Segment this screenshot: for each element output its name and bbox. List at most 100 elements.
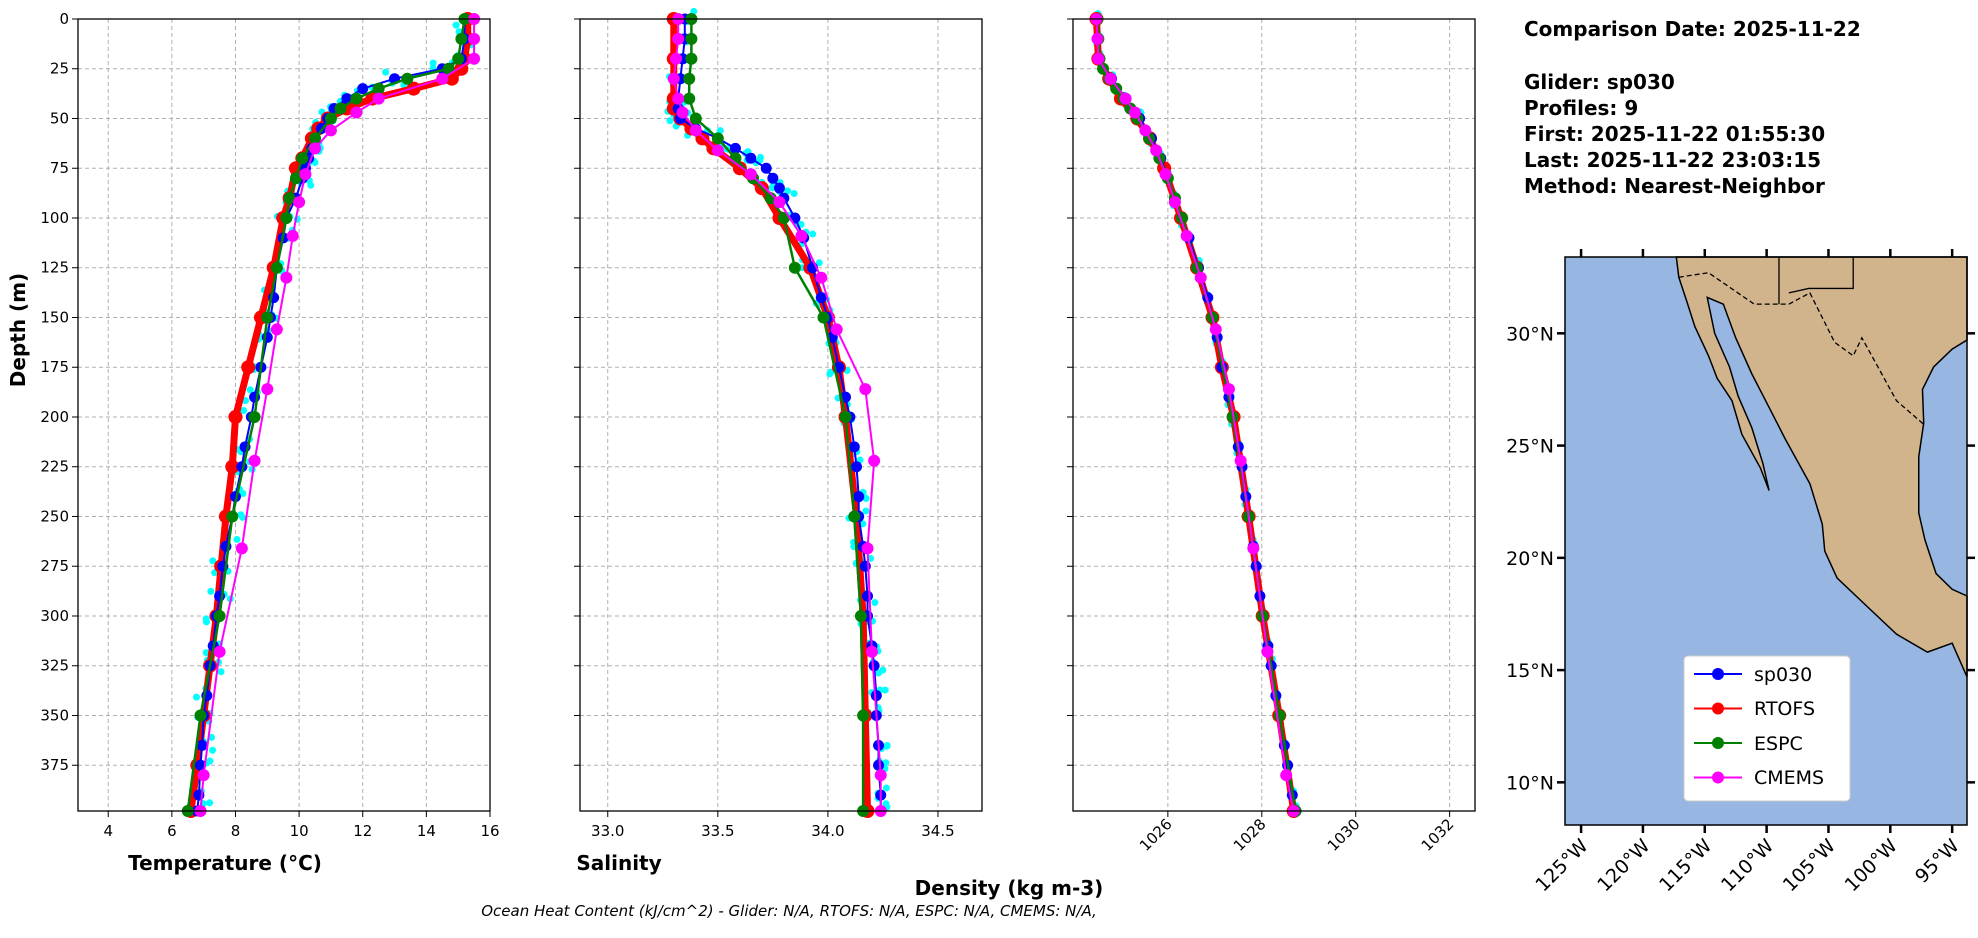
- data-point-cmems: [667, 72, 680, 85]
- data-point-cmems: [1180, 229, 1193, 242]
- data-point-cmems: [868, 454, 881, 467]
- data-point-espc: [296, 152, 309, 165]
- data-point-espc: [261, 311, 274, 324]
- data-point-cmems: [436, 72, 449, 85]
- series-line-espc: [1096, 18, 1297, 812]
- data-point-cmems: [1139, 124, 1152, 137]
- data-point-cmems: [795, 229, 808, 242]
- glider-name: Glider: sp030: [1524, 70, 1675, 94]
- legend-marker-rtofs: [1712, 702, 1724, 715]
- raw-glider-point: [209, 746, 217, 754]
- data-point-sp030: [851, 461, 863, 473]
- data-point-cmems: [1247, 542, 1260, 555]
- data-point-cmems: [672, 32, 685, 45]
- data-point-espc: [817, 311, 830, 324]
- raw-glider-point: [809, 230, 817, 238]
- y-tick-label: 300: [40, 607, 69, 625]
- raw-glider-point: [784, 187, 792, 195]
- legend: sp030 RTOFS ESPC CMEMS: [1683, 655, 1851, 802]
- data-point-espc: [324, 112, 337, 125]
- data-point-espc: [248, 410, 261, 423]
- raw-glider-point: [238, 513, 246, 521]
- y-tick-label: 75: [50, 159, 69, 177]
- x-tick-label: 1026: [1136, 815, 1176, 855]
- map-lon-label: 95°W: [1911, 835, 1964, 888]
- raw-glider-point: [202, 615, 210, 623]
- raw-glider-point: [246, 386, 254, 394]
- data-point-espc: [1273, 709, 1286, 722]
- data-point-espc: [455, 32, 468, 45]
- data-point-cmems: [1222, 383, 1235, 396]
- data-point-cmems: [865, 645, 878, 658]
- x-tick-label: 1028: [1230, 815, 1270, 855]
- data-point-cmems: [830, 323, 843, 336]
- data-point-espc: [226, 510, 239, 523]
- data-point-cmems: [324, 124, 337, 137]
- raw-glider-point: [882, 759, 890, 767]
- data-point-sp030: [870, 690, 882, 702]
- map-lon-label: 115°W: [1655, 835, 1716, 896]
- data-point-sp030: [341, 93, 353, 105]
- x-tick-label: 34.5: [921, 822, 954, 840]
- raw-glider-point: [208, 733, 216, 741]
- raw-glider-point: [240, 407, 248, 415]
- raw-glider-point: [206, 799, 214, 807]
- x-tick-label: 14: [417, 822, 436, 840]
- data-point-cmems: [197, 769, 210, 782]
- raw-glider-point: [429, 59, 437, 67]
- data-point-cmems: [350, 106, 363, 119]
- comparison-date: Comparison Date: 2025-11-22: [1524, 17, 1861, 41]
- data-point-espc: [839, 410, 852, 423]
- y-tick-label: 225: [40, 458, 69, 476]
- data-point-espc: [685, 32, 698, 45]
- legend-marker-espc: [1712, 737, 1724, 749]
- map-lon-label: 110°W: [1717, 835, 1778, 896]
- y-tick-label: 0: [59, 10, 69, 28]
- raw-glider-point: [209, 557, 217, 565]
- map-lat-label: 25°N: [1506, 436, 1554, 458]
- series-line-cmems: [1095, 18, 1295, 812]
- data-point-cmems: [689, 124, 702, 137]
- y-tick-label: 100: [40, 209, 69, 227]
- data-point-cmems: [286, 229, 299, 242]
- x-tick-label: 8: [231, 822, 241, 840]
- data-point-sp030: [767, 172, 779, 184]
- data-point-sp030: [873, 759, 885, 771]
- axes-frame: [1072, 18, 1476, 812]
- raw-glider-point: [815, 259, 823, 267]
- raw-glider-point: [666, 117, 674, 125]
- raw-glider-point: [882, 800, 890, 808]
- data-point-cmems: [744, 168, 757, 181]
- location-map: 125°W 120°W 115°W 110°W 105°W 100°W 95°W 30°N 25…: [1506, 249, 1975, 896]
- data-point-cmems: [711, 144, 724, 157]
- first-time: First: 2025-11-22 01:55:30: [1524, 122, 1825, 146]
- data-point-espc: [309, 132, 322, 145]
- data-point-cmems: [468, 32, 481, 45]
- raw-glider-point: [882, 784, 890, 792]
- map-lat-label: 30°N: [1506, 323, 1554, 345]
- x-tick-label: 12: [353, 822, 372, 840]
- data-point-cmems: [1091, 32, 1104, 45]
- raw-glider-point: [382, 68, 390, 76]
- data-point-cmems: [874, 769, 887, 782]
- x-tick-label: 1032: [1418, 815, 1458, 855]
- data-point-cmems: [1168, 196, 1181, 209]
- y-tick-label: 250: [40, 507, 69, 525]
- data-point-espc: [283, 192, 296, 205]
- data-point-espc: [194, 709, 207, 722]
- legend-marker-sp030: [1712, 668, 1724, 680]
- data-point-espc: [683, 92, 696, 105]
- data-point-cmems: [669, 52, 682, 65]
- legend-marker-cmems: [1712, 771, 1724, 784]
- raw-glider-point: [871, 599, 879, 607]
- data-point-rtofs: [225, 459, 240, 474]
- data-point-cmems: [468, 52, 481, 65]
- data-point-espc: [270, 261, 283, 274]
- data-point-espc: [334, 102, 347, 115]
- data-point-cmems: [1159, 168, 1172, 181]
- data-point-cmems: [299, 168, 312, 181]
- data-point-espc: [401, 72, 414, 85]
- data-point-espc: [213, 609, 226, 622]
- data-point-espc: [372, 82, 385, 95]
